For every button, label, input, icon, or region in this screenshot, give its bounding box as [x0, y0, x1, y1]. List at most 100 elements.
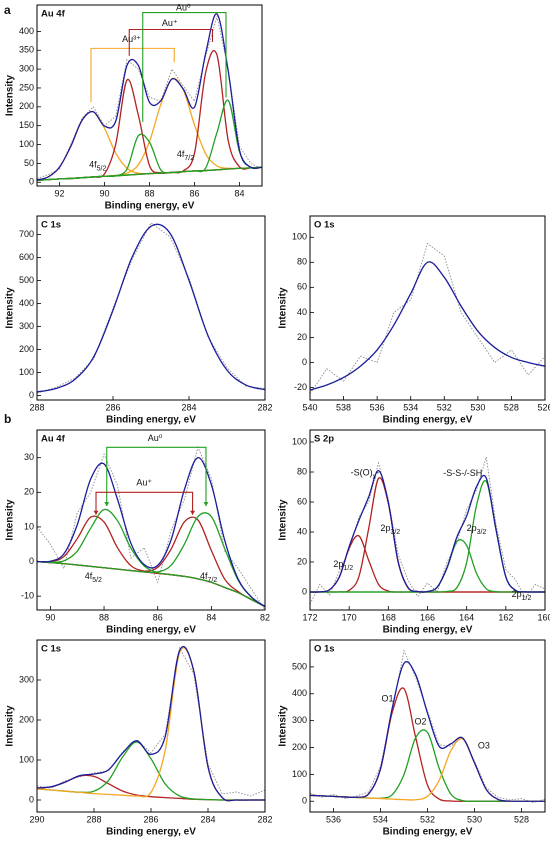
panel-title: O 1s	[314, 220, 335, 231]
plot-frame	[36, 215, 266, 401]
y-axis-title: Intensity	[5, 499, 16, 541]
y-tick-label: 350	[19, 45, 34, 55]
x-tick-label: 532	[437, 402, 452, 412]
x-tick-label: 90	[99, 188, 109, 198]
x-tick-label: 532	[420, 814, 435, 824]
fit-curve	[37, 99, 262, 181]
y-tick-label: 500	[292, 661, 307, 671]
y-tick-label: 20	[24, 487, 34, 497]
annotation: 2p3/2	[380, 523, 400, 536]
y-axis-title: Intensity	[278, 287, 289, 329]
x-tick-label: 286	[143, 814, 158, 824]
plot-area	[310, 242, 545, 394]
y-tick-label: 250	[19, 82, 34, 92]
panel-label: a	[4, 3, 11, 17]
y-tick-label: 400	[292, 688, 307, 698]
fit-curve	[37, 647, 265, 802]
fit-curve	[37, 512, 265, 608]
plot-area	[310, 456, 545, 605]
x-tick-label: 288	[86, 814, 101, 824]
fit-curve	[37, 457, 265, 608]
y-axis-title: Intensity	[5, 75, 16, 117]
y-tick-label: 80	[297, 257, 307, 267]
x-tick-label: 540	[302, 402, 317, 412]
fit-curve	[310, 661, 545, 802]
y-tick-label: -20	[294, 382, 307, 392]
y-tick-label: 40	[297, 526, 307, 536]
raw-data-line	[310, 242, 545, 394]
plot-frame	[36, 639, 266, 813]
y-axis-title: Intensity	[278, 705, 289, 747]
y-tick-label: 0	[29, 794, 34, 804]
x-tick-label: 530	[470, 402, 485, 412]
annotation: 4f5/2	[89, 160, 106, 173]
y-tick-label: 150	[19, 120, 34, 130]
y-tick-label: 10	[24, 521, 34, 531]
x-tick-label: 82	[260, 612, 270, 622]
bracket	[128, 28, 214, 56]
x-tick-label: 90	[45, 612, 55, 622]
x-tick-label: 162	[498, 612, 513, 622]
y-axis-title: Intensity	[278, 499, 289, 541]
x-tick-label: 534	[403, 402, 418, 412]
annotation: Au⁰	[148, 433, 163, 443]
annotation: O3	[478, 741, 490, 751]
x-axis-title: Binding energy, eV	[106, 827, 196, 838]
x-axis-title: Binding energy, eV	[106, 625, 196, 636]
annotation: Au⁰	[176, 2, 191, 12]
panel-title: Au 4f	[41, 9, 66, 20]
plot-area	[37, 222, 265, 394]
y-tick-label: 400	[19, 26, 34, 36]
plot-area	[37, 445, 265, 610]
y-tick-label: 0	[302, 357, 307, 367]
x-tick-label: 170	[342, 612, 357, 622]
fit-curve	[310, 476, 545, 593]
plot-frame	[309, 639, 546, 813]
fit-curve	[310, 261, 545, 391]
raw-data-line	[37, 16, 262, 179]
x-tick-label: 86	[189, 188, 199, 198]
annotation: Au⁺	[162, 18, 178, 28]
x-axis-title: Binding energy, eV	[105, 201, 195, 212]
y-tick-label: -10	[21, 591, 34, 601]
x-tick-label: 172	[302, 612, 317, 622]
bracket	[90, 47, 175, 103]
x-tick-label: 282	[257, 402, 272, 412]
fit-curve	[37, 508, 265, 608]
x-tick-label: 168	[381, 612, 396, 622]
y-tick-label: 80	[297, 466, 307, 476]
raw-data-line	[310, 456, 545, 605]
y-tick-label: 400	[19, 298, 34, 308]
x-axis-title: Binding energy, eV	[383, 625, 473, 636]
plot-area	[37, 645, 265, 802]
y-tick-label: 60	[297, 282, 307, 292]
panel-title: C 1s	[41, 220, 61, 231]
annotation: -S(O)x-	[351, 468, 380, 481]
y-tick-label: 700	[19, 229, 34, 239]
y-tick-label: 20	[297, 332, 307, 342]
x-tick-label: 534	[373, 814, 388, 824]
panel-title: Au 4f	[41, 434, 66, 445]
x-tick-label: 84	[234, 188, 244, 198]
y-tick-label: 500	[19, 275, 34, 285]
plot-frame	[309, 215, 546, 401]
panel-title: S 2p	[314, 434, 334, 445]
fit-curve	[310, 469, 545, 593]
x-tick-label: 84	[206, 612, 216, 622]
fit-curve	[37, 645, 265, 802]
x-tick-label: 536	[326, 814, 341, 824]
y-tick-label: 0	[29, 177, 34, 187]
y-tick-label: 40	[297, 307, 307, 317]
plot-area	[310, 649, 545, 804]
annotation: 4f5/2	[85, 571, 102, 584]
x-tick-label: 88	[99, 612, 109, 622]
y-tick-label: 0	[302, 796, 307, 806]
plot-frame	[36, 4, 263, 187]
fit-curve	[310, 737, 545, 802]
x-tick-label: 92	[54, 188, 64, 198]
y-tick-label: 50	[24, 158, 34, 168]
x-tick-label: 164	[459, 612, 474, 622]
raw-data-line	[37, 222, 265, 394]
x-tick-label: 160	[537, 612, 550, 622]
x-tick-label: 166	[420, 612, 435, 622]
